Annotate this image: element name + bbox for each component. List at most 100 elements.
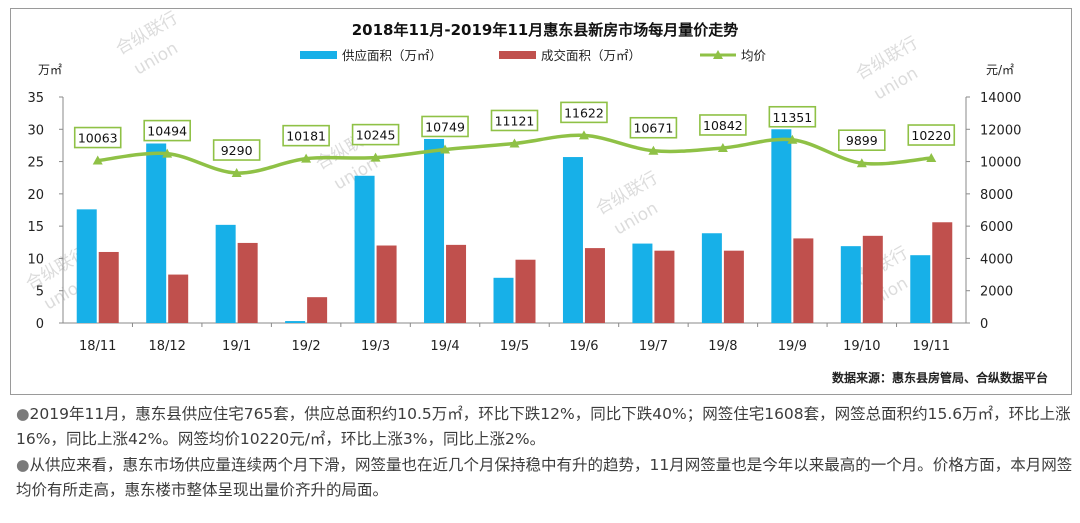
- bar-supply: [285, 321, 306, 323]
- price-data-label-box: [699, 114, 747, 136]
- price-data-label: 11121: [495, 113, 535, 128]
- bar-supply: [632, 243, 653, 323]
- note-paragraph-1: ●2019年11月，惠东县供应住宅765套，供应总面积约10.5万㎡，环比下跌1…: [16, 402, 1074, 451]
- price-data-label-box: [143, 119, 191, 142]
- y-right-tick-label: 2000: [980, 285, 1013, 300]
- bar-supply: [701, 233, 722, 323]
- bar-transaction: [237, 242, 258, 323]
- price-data-label-box: [351, 123, 400, 146]
- chart-title: 2018年11月-2019年11月惠东县新房市场每月量价走势: [352, 21, 738, 39]
- price-point: [370, 152, 381, 162]
- price-data-label-box: [73, 126, 122, 149]
- price-data-label: 10494: [147, 124, 187, 139]
- price-data-label: 10181: [286, 129, 326, 144]
- y-right-tick-label: 12000: [980, 123, 1021, 138]
- price-data-label-box: [768, 105, 817, 128]
- x-tick-label: 19/2: [292, 339, 321, 354]
- price-point: [231, 168, 242, 178]
- price-data-label: 10063: [78, 131, 118, 146]
- x-tick-label: 19/9: [778, 339, 807, 354]
- y-right-tick-label: 0: [980, 317, 988, 332]
- y-left-tick-label: 20: [27, 188, 44, 203]
- bar-transaction: [932, 222, 953, 323]
- bar-transaction: [654, 250, 675, 323]
- price-data-label: 10220: [911, 128, 951, 143]
- bullet-icon: ●: [16, 405, 30, 423]
- bar-transaction: [515, 259, 536, 323]
- legend-marker-price: [713, 50, 723, 59]
- bar-transaction: [723, 250, 744, 323]
- price-data-label-box: [421, 115, 469, 138]
- y-right-tick-label: 10000: [980, 156, 1021, 171]
- x-tick-label: 19/3: [361, 339, 390, 354]
- bar-supply: [493, 277, 514, 323]
- price-data-label: 11622: [564, 105, 604, 120]
- note-text-2: 从供应来看，惠东市场供应量连续两个月下滑，网签量也在近几个月保持稳中有升的趋势，…: [16, 456, 1073, 499]
- bar-supply: [840, 246, 861, 323]
- chart-frame: [10, 8, 1072, 395]
- y-right-tick-label: 14000: [980, 91, 1021, 106]
- y-left-tick-label: 30: [27, 123, 44, 138]
- legend-label-price: 均价: [741, 48, 767, 63]
- note-text-1: 2019年11月，惠东县供应住宅765套，供应总面积约10.5万㎡，环比下跌12…: [16, 405, 1071, 448]
- y-right-tick-label: 8000: [980, 188, 1013, 203]
- y-right-unit: 元/㎡: [986, 63, 1014, 77]
- y-left-tick-label: 15: [27, 220, 44, 235]
- y-left-tick-label: 25: [27, 156, 44, 171]
- bar-transaction: [584, 248, 605, 323]
- price-data-label-box: [560, 101, 608, 124]
- bar-transaction: [98, 251, 119, 323]
- price-data-label: 10245: [356, 128, 396, 143]
- y-left-tick-label: 5: [36, 285, 44, 300]
- bar-supply: [910, 255, 931, 323]
- bar-transaction: [793, 238, 814, 323]
- x-tick-label: 19/7: [639, 339, 668, 354]
- price-point: [926, 153, 937, 163]
- price-point: [856, 158, 867, 168]
- price-point: [717, 142, 728, 152]
- bar-transaction: [376, 245, 397, 323]
- price-point: [301, 153, 312, 163]
- price-point: [162, 148, 173, 158]
- price-data-label-box: [838, 129, 886, 152]
- bar-supply: [354, 175, 375, 323]
- legend-swatch-supply: [300, 51, 337, 59]
- price-point: [92, 155, 103, 165]
- price-point: [648, 145, 659, 155]
- x-tick-label: 18/12: [148, 339, 185, 354]
- x-tick-label: 19/8: [708, 339, 737, 354]
- price-data-label: 9899: [846, 133, 878, 148]
- price-data-label: 11351: [772, 110, 812, 125]
- y-right-tick-label: 6000: [980, 220, 1013, 235]
- x-tick-label: 19/1: [222, 339, 251, 354]
- bar-transaction: [307, 297, 328, 323]
- y-left-tick-label: 10: [27, 252, 44, 267]
- bar-supply: [771, 129, 792, 323]
- notes-section: ●2019年11月，惠东县供应住宅765套，供应总面积约10.5万㎡，环比下跌1…: [16, 402, 1074, 504]
- x-tick-label: 19/10: [843, 339, 880, 354]
- price-data-label-box: [490, 109, 539, 132]
- price-point: [440, 144, 451, 154]
- bar-supply: [76, 209, 97, 323]
- data-source: 数据来源：惠东县房管局、合纵数据平台: [832, 370, 1048, 385]
- x-tick-label: 19/4: [430, 339, 459, 354]
- price-data-label-box: [212, 139, 261, 161]
- price-data-label-box: [629, 116, 678, 139]
- bar-supply: [146, 143, 167, 323]
- bar-supply: [424, 138, 445, 323]
- bar-supply: [562, 157, 583, 323]
- y-left-tick-label: 0: [36, 317, 44, 332]
- y-left-tick-label: 35: [27, 91, 44, 106]
- price-point: [509, 138, 520, 148]
- legend-label-supply: 供应面积（万㎡）: [342, 48, 442, 63]
- price-point: [787, 134, 798, 144]
- x-tick-label: 19/5: [500, 339, 529, 354]
- bar-transaction: [168, 274, 189, 323]
- bar-supply: [215, 224, 236, 323]
- legend-swatch-transaction: [499, 51, 536, 59]
- price-point: [578, 130, 589, 140]
- note-paragraph-2: ●从供应来看，惠东市场供应量连续两个月下滑，网签量也在近几个月保持稳中有升的趋势…: [16, 453, 1074, 502]
- price-data-label-box: [907, 124, 956, 146]
- legend-label-transaction: 成交面积（万㎡）: [541, 48, 641, 63]
